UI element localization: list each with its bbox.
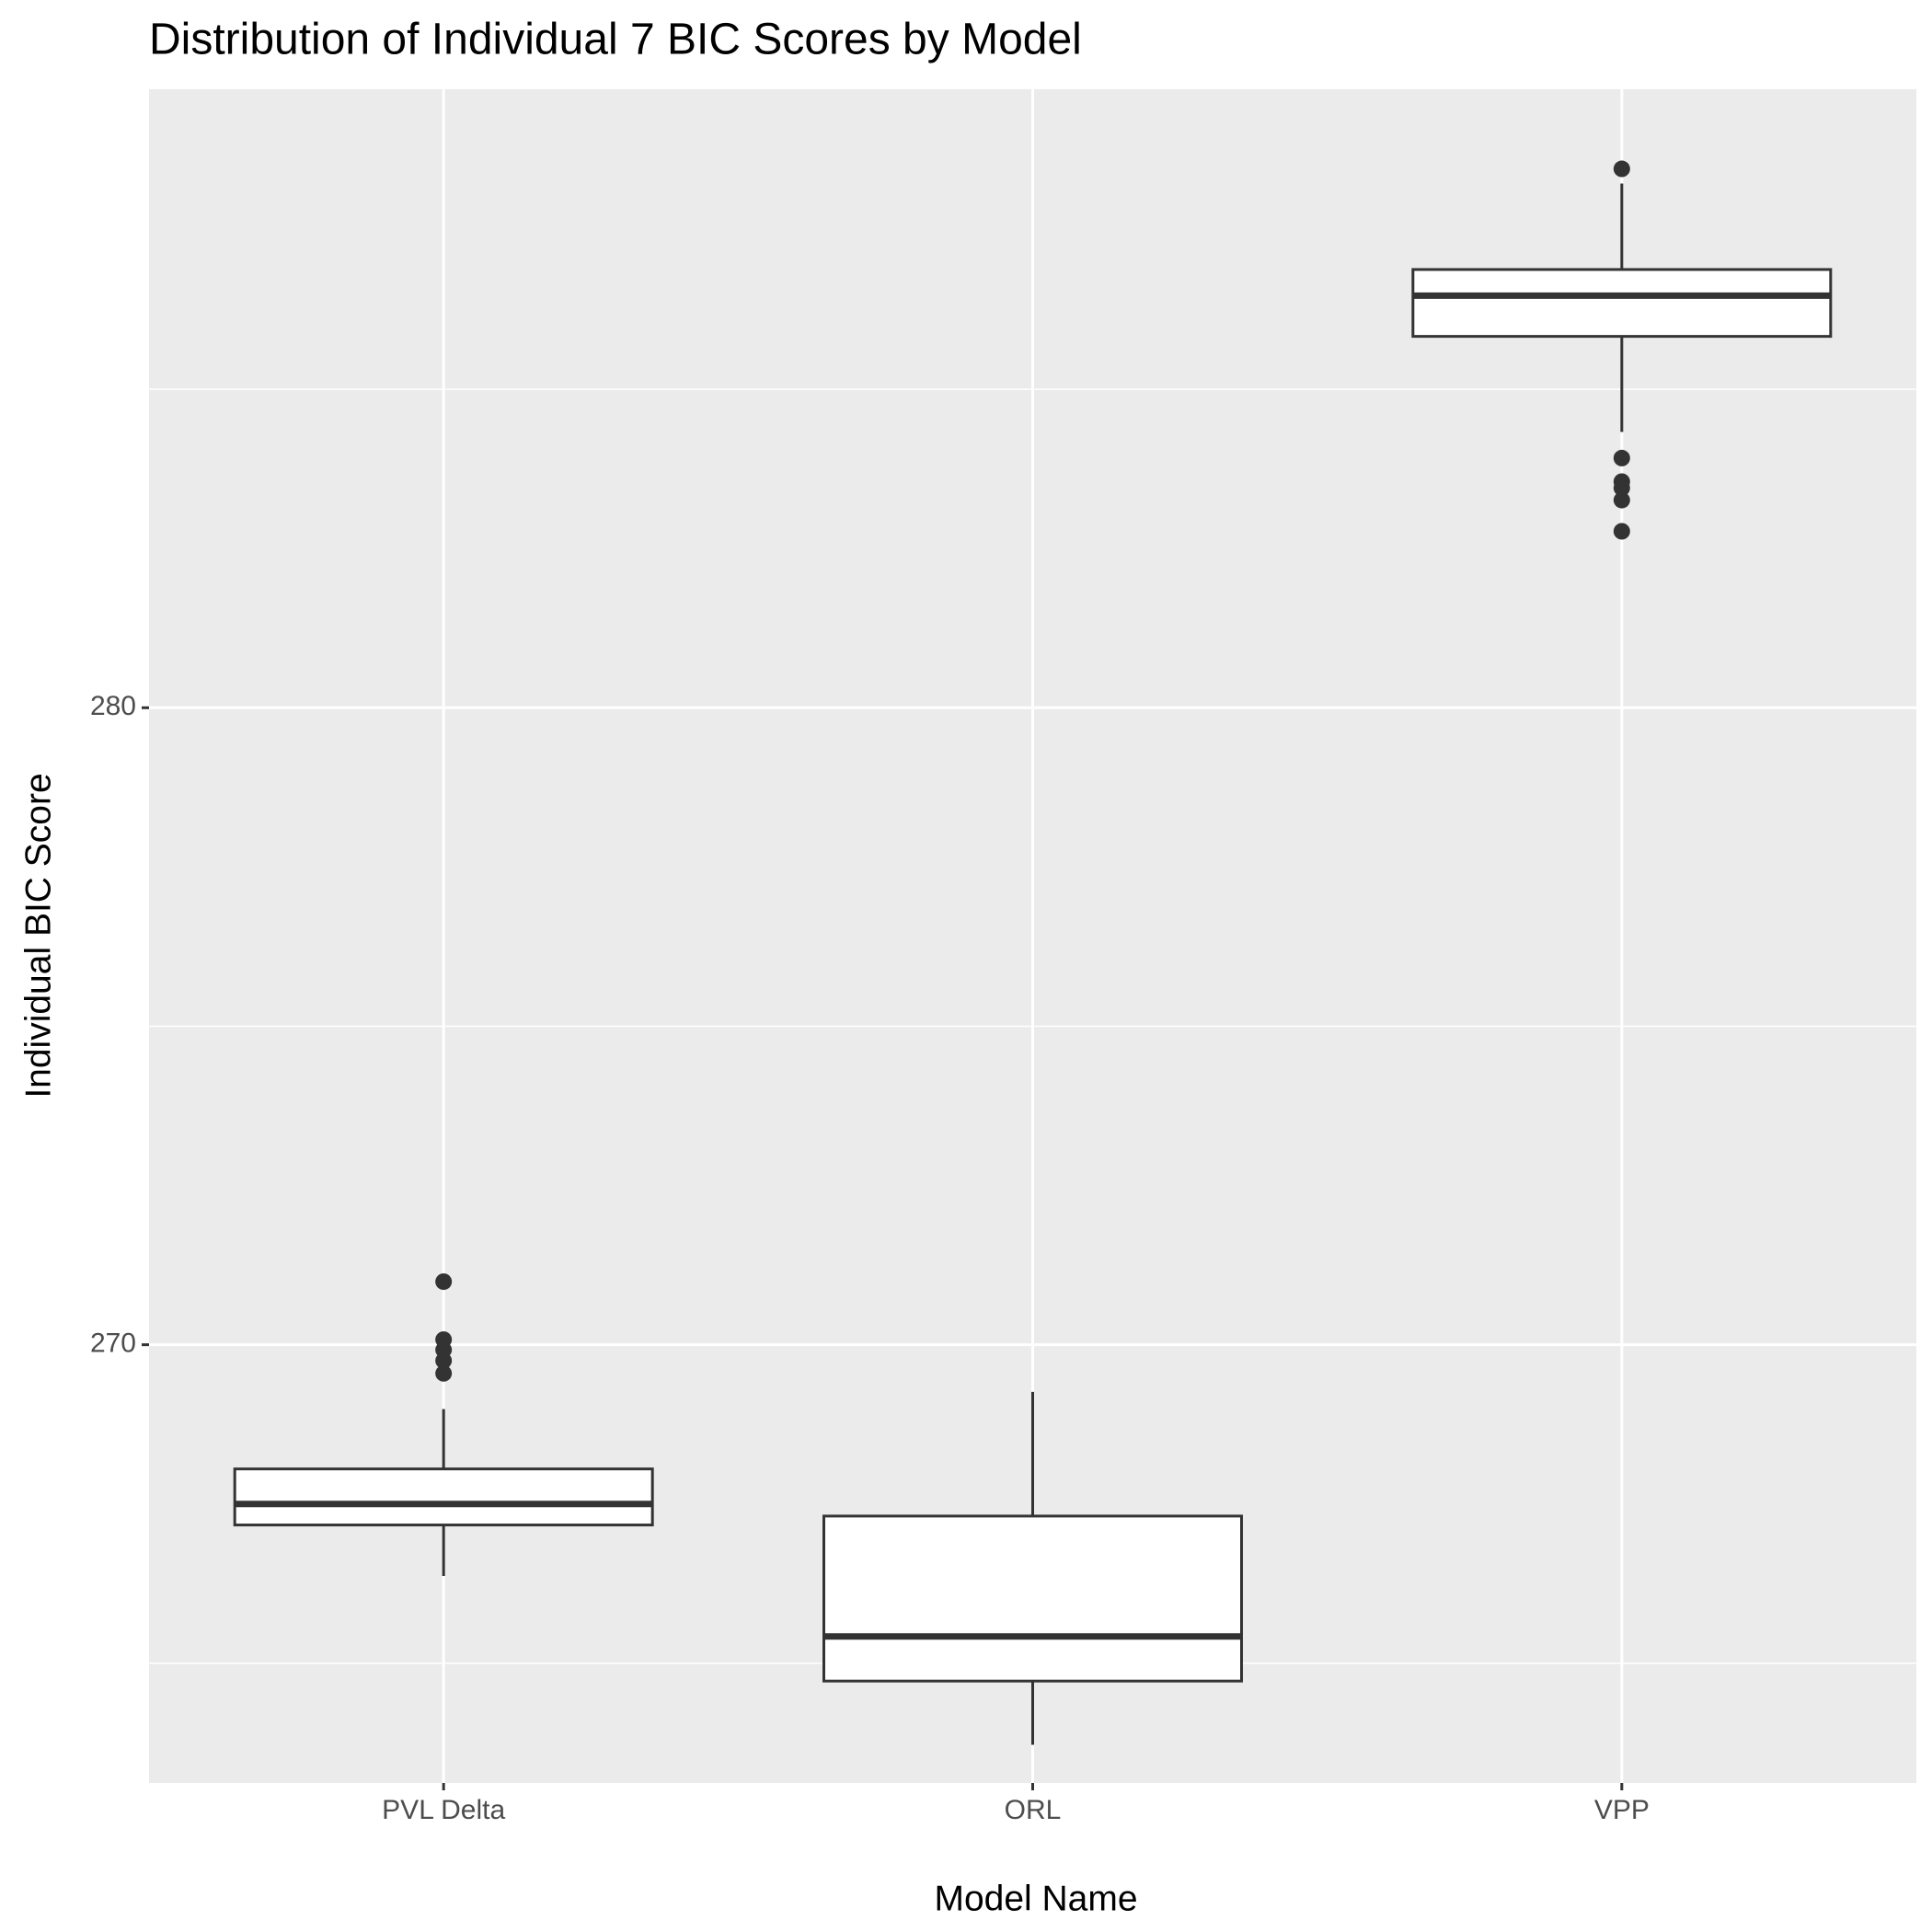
x-tick-label: ORL (1005, 1795, 1062, 1825)
box (233, 1467, 654, 1527)
y-axis-title: Individual BIC Score (18, 773, 58, 1098)
y-tick-label: 270 (90, 1328, 136, 1359)
box (822, 1514, 1243, 1683)
outlier (1613, 479, 1630, 497)
outlier (435, 1273, 453, 1291)
box (1411, 268, 1833, 339)
outlier (1613, 523, 1630, 540)
x-axis-title: Model Name (934, 1879, 1137, 1918)
x-tick-label: PVL Delta (382, 1795, 505, 1825)
outlier (1613, 491, 1630, 509)
outlier (1613, 160, 1630, 178)
outlier (435, 1351, 453, 1369)
y-tick-label: 280 (90, 691, 136, 721)
outlier (435, 1364, 453, 1382)
chart-title: Distribution of Individual 7 BIC Scores … (149, 16, 1082, 64)
x-tick-label: VPP (1594, 1795, 1650, 1825)
outlier (1613, 449, 1630, 466)
